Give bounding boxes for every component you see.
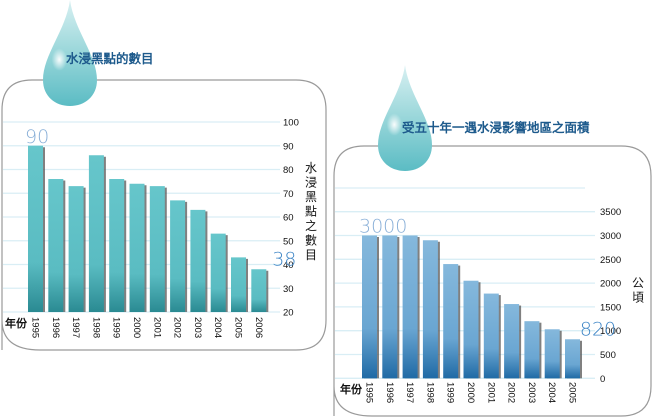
x-tick-label: 2002 bbox=[506, 382, 517, 403]
data-label: 38 bbox=[272, 248, 296, 270]
y-tick-label: 50 bbox=[283, 236, 294, 247]
annotations: 90 38 bbox=[25, 126, 296, 271]
x-tick-label: 2004 bbox=[212, 317, 223, 338]
bar-1997 bbox=[68, 186, 84, 312]
y-axis-label: 公頃 bbox=[632, 276, 644, 305]
bar-1999 bbox=[443, 264, 459, 379]
x-tick-label: 2000 bbox=[131, 317, 142, 338]
y-axis-label-char: 公 bbox=[632, 276, 644, 290]
y-axis-label-char: 目 bbox=[305, 248, 317, 262]
x-tick-label: 1995 bbox=[30, 317, 41, 338]
y-axis-ticks: 100 90 80 70 60 50 40 30 20 bbox=[283, 118, 299, 319]
y-tick-label: 100 bbox=[283, 118, 299, 129]
bar-2006 bbox=[251, 269, 267, 312]
x-tick-label: 2002 bbox=[172, 317, 183, 338]
x-tick-label: 1997 bbox=[404, 382, 415, 403]
x-axis-ticks: 1995 1996 1997 1998 1999 2000 2001 2002 2003 2004… bbox=[364, 382, 578, 403]
y-axis-ticks: 3500 3000 2500 2000 1500 1000 500 0 bbox=[600, 207, 621, 385]
data-label: 820 bbox=[580, 318, 616, 340]
bar-1998 bbox=[422, 240, 438, 379]
x-axis-ticks: 1995 1996 1997 1998 1999 2000 2001 2002 2003 2004… bbox=[30, 317, 264, 338]
chart-panel-flood-area: 受五十年一遇水浸影響地區之面積 3500 3000 2500 2000 1500 1000… bbox=[333, 65, 652, 417]
y-axis-label-char: 黑 bbox=[305, 190, 317, 204]
y-axis-label-char: 浸 bbox=[305, 176, 317, 190]
bar-2000 bbox=[463, 280, 479, 379]
x-tick-label: 1999 bbox=[445, 382, 456, 403]
chart-title: 水浸黑點的數目 bbox=[66, 51, 154, 66]
y-tick-label: 30 bbox=[283, 284, 294, 295]
y-tick-label: 20 bbox=[283, 308, 294, 319]
y-axis-label-char: 水 bbox=[305, 161, 317, 175]
x-tick-label: 1995 bbox=[364, 382, 375, 403]
x-tick-label: 1996 bbox=[50, 317, 61, 338]
water-drop-icon bbox=[43, 0, 97, 106]
x-tick-label: 2001 bbox=[151, 317, 162, 338]
bar-2003 bbox=[190, 209, 206, 312]
x-tick-label: 2004 bbox=[546, 382, 557, 403]
bar-2004 bbox=[210, 233, 226, 312]
y-tick-label: 0 bbox=[600, 374, 605, 385]
bar-2001 bbox=[149, 186, 165, 312]
y-axis-label-char: 頃 bbox=[632, 291, 644, 305]
y-tick-label: 70 bbox=[283, 189, 294, 200]
x-tick-label: 2005 bbox=[233, 317, 244, 338]
y-axis-label-char: 點 bbox=[305, 205, 317, 219]
y-tick-label: 2500 bbox=[600, 255, 621, 266]
bar-2005 bbox=[231, 257, 246, 312]
bar-1996 bbox=[48, 179, 64, 312]
x-tick-label: 1996 bbox=[384, 382, 395, 403]
x-tick-label: 2003 bbox=[526, 382, 537, 403]
y-tick-label: 2000 bbox=[600, 279, 621, 290]
bars bbox=[28, 145, 269, 312]
y-tick-label: 1500 bbox=[600, 302, 621, 313]
x-tick-label: 2000 bbox=[465, 382, 476, 403]
y-tick-label: 3000 bbox=[600, 231, 621, 242]
bar-2000 bbox=[129, 183, 145, 312]
x-tick-label: 1997 bbox=[70, 317, 81, 338]
bar-1997 bbox=[402, 235, 418, 379]
x-axis-label: 年份 bbox=[5, 316, 28, 330]
bar-2001 bbox=[483, 293, 499, 379]
bars bbox=[362, 235, 582, 379]
x-axis-label: 年份 bbox=[340, 382, 363, 396]
bar-1995 bbox=[362, 235, 377, 379]
bar-2005 bbox=[565, 339, 580, 379]
x-tick-label: 2005 bbox=[567, 382, 578, 403]
y-tick-label: 500 bbox=[600, 350, 616, 361]
y-tick-label: 3500 bbox=[600, 207, 621, 218]
y-tick-label: 90 bbox=[283, 141, 294, 152]
y-tick-label: 60 bbox=[283, 213, 294, 224]
y-axis-label-char: 數 bbox=[305, 234, 317, 248]
bar-1998 bbox=[88, 155, 104, 312]
bar-2002 bbox=[170, 200, 186, 312]
x-tick-label: 1998 bbox=[90, 317, 101, 338]
bar-2004 bbox=[544, 329, 560, 379]
bar-2003 bbox=[524, 321, 540, 379]
y-tick-label: 80 bbox=[283, 165, 294, 176]
bar-1996 bbox=[382, 235, 398, 379]
x-tick-label: 1999 bbox=[111, 317, 122, 338]
y-tick-label: 1000 bbox=[600, 326, 621, 337]
annotations: 3000 820 bbox=[359, 216, 616, 341]
y-tick-label: 40 bbox=[283, 260, 294, 271]
chart-panel-flood-blackspots: 水浸黑點的數目 100 90 80 70 60 50 40 30 20 1995 1996 1997… bbox=[1, 0, 327, 351]
x-tick-label: 2006 bbox=[253, 317, 264, 338]
x-tick-label: 2003 bbox=[192, 317, 203, 338]
y-axis-label-char: 之 bbox=[305, 219, 317, 233]
data-label: 3000 bbox=[359, 216, 407, 238]
water-drop-icon bbox=[378, 65, 432, 171]
bar-2002 bbox=[504, 304, 520, 379]
x-tick-label: 1998 bbox=[424, 382, 435, 403]
bar-1999 bbox=[109, 179, 125, 312]
chart-title: 受五十年一遇水浸影響地區之面積 bbox=[402, 120, 590, 135]
data-label: 90 bbox=[25, 126, 49, 148]
x-tick-label: 2001 bbox=[485, 382, 496, 403]
bar-1995 bbox=[28, 145, 43, 312]
